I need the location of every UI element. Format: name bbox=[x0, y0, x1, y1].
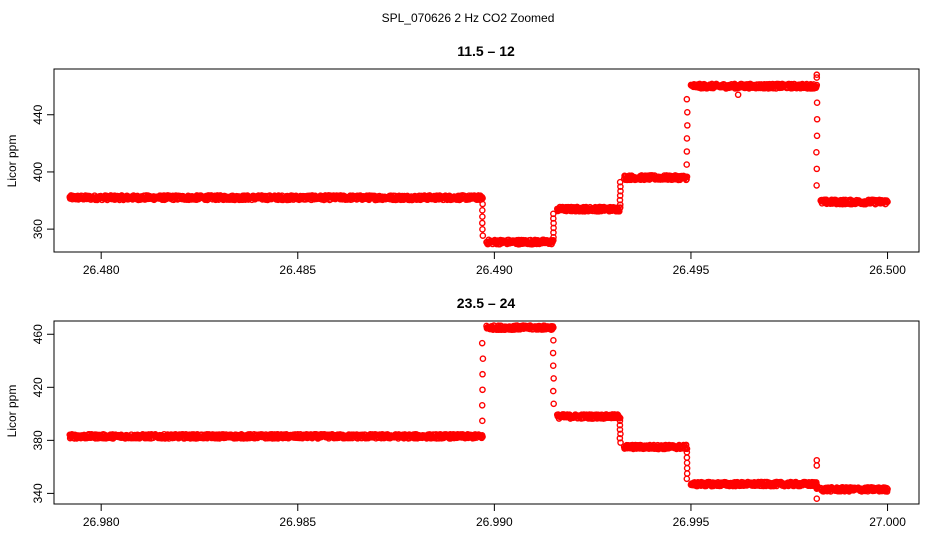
panel-top: 11.5 – 12 Licor ppm 26.480 26.485 26.490 26… bbox=[5, 43, 920, 277]
panel-bottom-data-point bbox=[617, 439, 624, 446]
panel-top-x-tick-label: 26.480 bbox=[83, 263, 120, 277]
panel-bottom-data-point bbox=[549, 387, 557, 395]
panel-bottom-y-axis-label: Licor ppm bbox=[5, 385, 19, 438]
panel-bottom-data-point bbox=[550, 400, 557, 408]
panel-top-data-point bbox=[616, 178, 624, 186]
panel-bottom-data-point bbox=[683, 464, 691, 472]
panel-bottom-data-point bbox=[884, 485, 891, 493]
panel-top-points bbox=[66, 71, 891, 248]
panel-top-data-point bbox=[479, 207, 486, 214]
panel-top-data-point bbox=[813, 115, 821, 123]
panel-bottom-data-point bbox=[813, 462, 821, 469]
panel-bottom-y-tick-label: 340 bbox=[31, 483, 45, 503]
panel-bottom-y-tick-label: 460 bbox=[31, 324, 45, 344]
panel-top-data-point bbox=[479, 213, 486, 220]
panel-bottom-data-point bbox=[683, 459, 691, 467]
panel-top-data-point bbox=[813, 81, 821, 89]
panel-bottom-points bbox=[66, 322, 891, 503]
panel-bottom-data-point bbox=[813, 495, 821, 503]
panel-bottom-x-tick-label: 26.985 bbox=[279, 515, 316, 529]
panel-bottom-data-point bbox=[616, 417, 624, 425]
panel-top-data-point bbox=[683, 176, 690, 183]
panel-bottom-data-point bbox=[883, 484, 890, 492]
panel-bottom-x-tick-label: 26.995 bbox=[673, 515, 710, 529]
panel-bottom-data-point bbox=[682, 441, 690, 449]
panel-top-y-axis-label: Licor ppm bbox=[5, 135, 19, 188]
panel-top-x-tick-label: 26.485 bbox=[279, 263, 316, 277]
panel-top-data-point bbox=[813, 74, 821, 81]
panel-bottom-data-point bbox=[479, 433, 486, 441]
panel-top-y-axis: 360 400 440 bbox=[31, 104, 54, 239]
panel-top-data-point bbox=[684, 122, 691, 129]
panel-bottom-y-axis: 340 380 420 460 bbox=[31, 324, 54, 503]
panel-top-data-point bbox=[684, 109, 691, 116]
panel-top-y-tick-label: 400 bbox=[31, 162, 45, 182]
panel-bottom-plot-frame bbox=[53, 320, 920, 505]
panel-bottom-y-tick-label: 420 bbox=[31, 377, 45, 397]
panel-bottom-data-point bbox=[683, 445, 691, 453]
panel-bottom-data-point bbox=[813, 456, 821, 464]
panel-bottom-data-point bbox=[683, 475, 691, 483]
panel-top-data-point bbox=[479, 232, 487, 239]
panel-top-x-tick-label: 26.500 bbox=[869, 263, 906, 277]
panel-top-data-point bbox=[683, 135, 691, 142]
panel-bottom-data-point bbox=[549, 349, 557, 357]
panel-top-data-point bbox=[683, 173, 691, 181]
panel-top-data-point bbox=[550, 210, 557, 218]
panel-bottom: 23.5 – 24 Licor ppm 26.980 26.985 26.990 26… bbox=[5, 295, 920, 529]
panel-bottom-data-point bbox=[616, 426, 624, 433]
panel-top-data-point bbox=[683, 95, 691, 103]
panel-top-data-point bbox=[616, 207, 623, 215]
panel-bottom-data-point bbox=[616, 434, 624, 442]
panel-bottom-data-point bbox=[549, 362, 557, 370]
panel-top-plot-frame bbox=[53, 68, 920, 253]
panel-top-data-point bbox=[683, 161, 691, 168]
panel-bottom-data-point bbox=[813, 485, 821, 492]
panel-top-data-point bbox=[550, 237, 557, 244]
panel-top-x-tick-label: 26.495 bbox=[673, 263, 710, 277]
panel-top-data-point bbox=[813, 165, 821, 173]
panel-top-data-point bbox=[813, 71, 821, 79]
panel-top-data-point bbox=[734, 91, 742, 99]
panel-bottom-data-point bbox=[616, 414, 624, 422]
panel-bottom-data-point bbox=[617, 430, 624, 438]
panel-bottom-data-point bbox=[550, 375, 557, 382]
panel-bottom-data-point bbox=[683, 454, 691, 461]
panel-top-data-point bbox=[813, 132, 821, 140]
panel-bottom-x-tick-label: 26.980 bbox=[83, 515, 120, 529]
panel-bottom-data-point bbox=[550, 324, 557, 331]
panel-bottom-y-tick-label: 380 bbox=[31, 430, 45, 450]
panel-top-data-point bbox=[479, 226, 486, 233]
panel-top-y-tick-label: 360 bbox=[31, 219, 45, 239]
panel-top-data-point bbox=[884, 198, 891, 206]
panel-bottom-x-axis: 26.980 26.985 26.990 26.995 27.000 bbox=[83, 504, 906, 529]
panel-bottom-x-tick-label: 26.990 bbox=[476, 515, 513, 529]
panel-bottom-data-point bbox=[479, 355, 487, 363]
panel-top-data-point bbox=[616, 204, 624, 211]
panel-bottom-data-point bbox=[478, 401, 486, 409]
panel-top-x-axis: 26.480 26.485 26.490 26.495 26.500 bbox=[83, 252, 906, 277]
panel-bottom-title: 23.5 – 24 bbox=[457, 295, 516, 311]
panel-top-data-point bbox=[479, 200, 486, 208]
panel-bottom-data-point bbox=[479, 386, 486, 394]
panel-bottom-x-tick-label: 27.000 bbox=[869, 515, 906, 529]
panel-top-x-tick-label: 26.490 bbox=[476, 263, 513, 277]
panel-bottom-data-point bbox=[479, 417, 486, 425]
panel-top-data-point bbox=[616, 196, 624, 204]
panel-top-data-point bbox=[813, 182, 820, 189]
panel-bottom-data-point bbox=[683, 470, 691, 477]
panel-bottom-data-point bbox=[479, 370, 486, 378]
panel-top-data-point bbox=[478, 219, 486, 227]
panel-top-title: 11.5 – 12 bbox=[457, 43, 515, 59]
panel-bottom-data-point bbox=[550, 337, 557, 344]
panel-top-data-point bbox=[813, 99, 821, 106]
panel-top-y-tick-label: 440 bbox=[31, 104, 45, 124]
panel-bottom-data-point bbox=[478, 339, 486, 347]
panel-bottom-data-point bbox=[616, 421, 624, 429]
panel-top-data-point bbox=[813, 149, 820, 156]
figure-title: SPL_070626 2 Hz CO2 Zoomed bbox=[382, 11, 555, 25]
panel-top-data-point bbox=[683, 148, 691, 155]
